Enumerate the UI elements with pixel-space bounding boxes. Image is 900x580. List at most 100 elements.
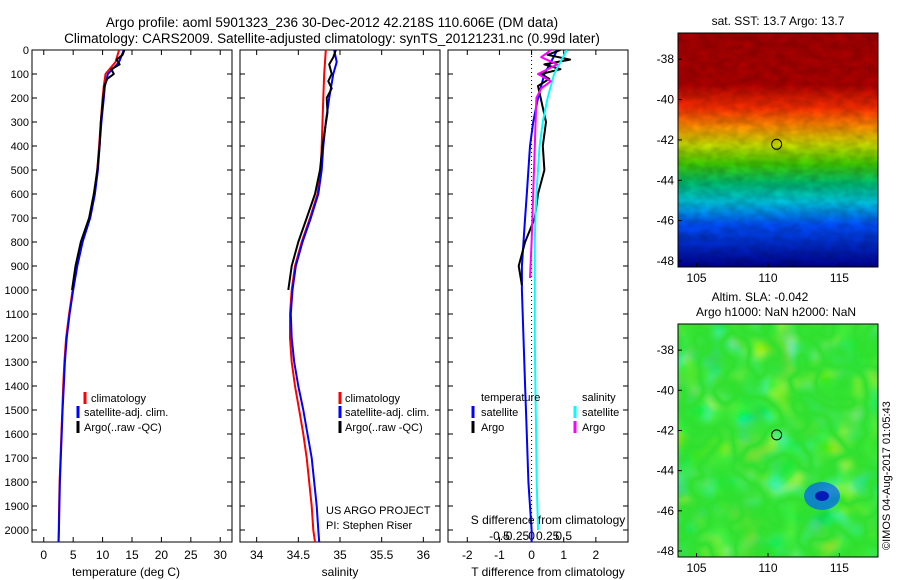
legend-label-sal-argo: Argo bbox=[582, 422, 605, 434]
legend-label-temp-argo: Argo bbox=[481, 422, 504, 434]
x-tick-label: 0 bbox=[528, 548, 535, 562]
x-tick-label: 0 bbox=[40, 548, 47, 562]
x-tick-label: 35.5 bbox=[370, 548, 394, 562]
s-difference-tick-label: -0.25 bbox=[502, 529, 530, 543]
legend-label-argo: Argo(..raw -QC) bbox=[84, 422, 162, 434]
imos-timestamp: ©IMOS 04-Aug-2017 01:05:43 bbox=[881, 401, 893, 550]
map-lon-label: 115 bbox=[830, 271, 849, 285]
credit-project: US ARGO PROJECT bbox=[326, 505, 431, 517]
salinity-series bbox=[287, 50, 338, 542]
header-title-line2: Climatology: CARS2009. Satellite-adjuste… bbox=[64, 31, 600, 46]
sst-map-ticks: 105 110 115 -38 -40 -42 -44 -46 -48 bbox=[657, 52, 850, 285]
depth-tick-label: 1700 bbox=[5, 453, 29, 465]
legend-title-temperature: temperature bbox=[481, 392, 540, 404]
depth-tick-label: 700 bbox=[11, 213, 29, 225]
s-difference-tick-label: 0.25 bbox=[536, 529, 560, 543]
series-line-argo-raw-qc- bbox=[287, 50, 337, 291]
sst-map-title: sat. SST: 13.7 Argo: 13.7 bbox=[712, 14, 845, 28]
depth-tick-label: 1900 bbox=[5, 501, 29, 513]
legend-label-satellite: satellite-adj. clim. bbox=[84, 407, 168, 419]
map-lat-label: -46 bbox=[657, 504, 675, 518]
depth-tick-label: 0 bbox=[23, 45, 29, 57]
x-tick-label: 25 bbox=[184, 548, 198, 562]
map-lon-label: 105 bbox=[687, 271, 707, 285]
salinity-legend: climatology satellite-adj. clim. Argo(..… bbox=[338, 392, 429, 434]
legend-label-climatology: climatology bbox=[345, 393, 401, 405]
legend-title-salinity: salinity bbox=[582, 392, 616, 404]
credit-pi: PI: Stephen Riser bbox=[326, 520, 413, 532]
salinity-panel: 34 34.5 35 35.5 36 climatology satellite-adj… bbox=[239, 49, 441, 579]
salinity-plot-frame bbox=[239, 49, 441, 543]
difference-legend: temperature satellite Argo salinity sate… bbox=[471, 392, 619, 434]
depth-tick-label: 1000 bbox=[5, 285, 29, 297]
x-tick-label: 5 bbox=[70, 548, 77, 562]
series-line-temperature-argo bbox=[517, 50, 572, 286]
depth-tick-label: 1200 bbox=[5, 333, 29, 345]
x-tick-label: 2 bbox=[593, 548, 600, 562]
sla-map-title-line2: Argo h1000: NaN h2000: NaN bbox=[696, 305, 856, 319]
series-line-salinity-satellite bbox=[533, 50, 568, 531]
temperature-axis-label: temperature (deg C) bbox=[72, 565, 180, 579]
temperature-axis-ticks: 0 5 10 15 20 25 300100200300400500600700800900… bbox=[5, 45, 232, 562]
depth-tick-label: 800 bbox=[11, 237, 29, 249]
depth-tick-label: 1800 bbox=[5, 477, 29, 489]
sla-map-panel: Altim. SLA: -0.042 Argo h1000: NaN h2000… bbox=[657, 290, 879, 575]
map-lat-label: -42 bbox=[657, 133, 675, 147]
temperature-panel: 0 5 10 15 20 25 300100200300400500600700800900… bbox=[5, 45, 233, 579]
x-tick-label: 34.5 bbox=[287, 548, 311, 562]
temperature-plot-frame bbox=[31, 49, 233, 543]
difference-plot-frame bbox=[447, 49, 629, 543]
legend-label-argo: Argo(..raw -QC) bbox=[345, 422, 423, 434]
series-line-salinity-argo bbox=[529, 50, 559, 279]
sla-map-frame bbox=[677, 323, 879, 558]
temperature-legend: climatology satellite-adj. clim. Argo(..… bbox=[76, 392, 168, 434]
difference-series bbox=[517, 50, 572, 542]
sla-map-title-line1: Altim. SLA: -0.042 bbox=[712, 290, 809, 304]
depth-tick-label: 200 bbox=[11, 93, 29, 105]
depth-tick-label: 1100 bbox=[5, 309, 29, 321]
sst-map-texture bbox=[678, 33, 878, 267]
legend-label-sal-satellite: satellite bbox=[582, 407, 619, 419]
map-lon-label: 115 bbox=[830, 561, 849, 575]
depth-tick-label: 500 bbox=[11, 165, 29, 177]
x-tick-label: 20 bbox=[155, 548, 169, 562]
series-line-temperature-satellite bbox=[520, 50, 559, 542]
difference-panel: -2 -1 0 1 2-0.5-0.25 0 0.250.5 temperature sat… bbox=[447, 49, 629, 579]
map-lat-label: -42 bbox=[657, 423, 675, 437]
header-title-line1: Argo profile: aoml 5901323_236 30-Dec-20… bbox=[106, 15, 558, 30]
x-tick-label: 1 bbox=[560, 548, 567, 562]
map-lat-label: -40 bbox=[657, 383, 675, 397]
x-tick-label: 15 bbox=[125, 548, 139, 562]
argo-position-marker bbox=[771, 138, 783, 150]
legend-label-satellite: satellite-adj. clim. bbox=[345, 407, 429, 419]
depth-tick-label: 1500 bbox=[5, 405, 29, 417]
depth-tick-label: 900 bbox=[11, 261, 29, 273]
s-difference-tick-label: 0.5 bbox=[555, 529, 572, 543]
sst-map-frame bbox=[677, 32, 879, 268]
map-lon-label: 105 bbox=[687, 561, 707, 575]
sst-map-panel: sat. SST: 13.7 Argo: 13.7 105 110 115 -38 -4… bbox=[657, 14, 879, 285]
depth-tick-label: 300 bbox=[11, 117, 29, 129]
map-lat-label: -38 bbox=[657, 52, 675, 66]
x-tick-label: 34 bbox=[250, 548, 264, 562]
map-lat-label: -40 bbox=[657, 93, 675, 107]
depth-tick-label: 1300 bbox=[5, 357, 29, 369]
salinity-axis-label: salinity bbox=[322, 565, 359, 579]
x-tick-label: 30 bbox=[214, 548, 228, 562]
temperature-difference-axis-label: T difference from climatology bbox=[471, 565, 625, 579]
map-lat-label: -44 bbox=[657, 173, 675, 187]
map-lon-label: 110 bbox=[758, 561, 777, 575]
s-difference-tick-label: -0.5 bbox=[489, 529, 510, 543]
series-line-argo-raw-qc- bbox=[71, 50, 126, 291]
sla-map-ticks: 105 110 115 -38 -40 -42 -44 -46 -48 bbox=[657, 343, 850, 575]
x-tick-label: 36 bbox=[417, 548, 431, 562]
depth-tick-label: 2000 bbox=[5, 525, 29, 537]
depth-tick-label: 100 bbox=[11, 69, 29, 81]
argo-position-marker bbox=[771, 429, 783, 441]
salinity-difference-axis-label: S difference from climatology bbox=[471, 513, 626, 527]
legend-label-temp-satellite: satellite bbox=[481, 407, 518, 419]
x-tick-label: 10 bbox=[96, 548, 110, 562]
map-lon-label: 110 bbox=[758, 271, 777, 285]
salinity-axis-ticks: 34 34.5 35 35.5 36 bbox=[240, 49, 440, 562]
